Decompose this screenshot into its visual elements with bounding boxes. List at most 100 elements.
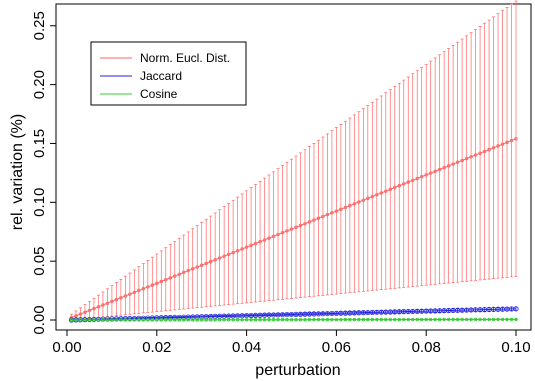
data-point: [168, 318, 172, 322]
data-point: [464, 317, 469, 322]
data-point: [420, 175, 424, 179]
data-point: [411, 317, 415, 322]
data-point: [397, 317, 401, 322]
series-2: [69, 317, 518, 322]
data-point: [442, 317, 446, 322]
data-point: [325, 317, 330, 322]
data-point: [478, 317, 482, 322]
data-point: [262, 238, 267, 242]
data-point: [217, 318, 222, 322]
data-point: [240, 247, 244, 251]
data-point: [150, 283, 155, 287]
data-point: [513, 306, 519, 312]
data-point: [186, 318, 190, 322]
data-point: [379, 191, 383, 195]
data-point: [433, 169, 437, 173]
data-point: [262, 318, 267, 322]
data-point: [361, 198, 366, 202]
data-point: [173, 274, 177, 278]
data-point: [271, 318, 276, 322]
data-point: [146, 318, 150, 322]
x-tick-label: 0.06: [322, 339, 351, 356]
data-point: [294, 225, 298, 229]
data-point: [87, 318, 92, 322]
y-tick-label: 0.05: [31, 247, 48, 276]
data-point: [204, 261, 208, 266]
data-point: [280, 231, 285, 235]
data-point: [321, 214, 325, 219]
data-point: [186, 268, 190, 273]
series-0: [69, 0, 518, 321]
data-point: [132, 290, 137, 295]
data-point: [446, 164, 451, 168]
data-point: [267, 318, 271, 322]
data-point: [464, 156, 469, 161]
data-point: [487, 317, 491, 322]
data-point: [101, 318, 105, 322]
data-point: [110, 299, 114, 304]
data-point: [159, 279, 163, 284]
data-point: [114, 297, 119, 302]
data-point: [397, 184, 401, 188]
data-point: [298, 223, 303, 228]
data-point: [137, 288, 141, 293]
data-point: [505, 317, 509, 322]
data-point: [428, 317, 433, 322]
data-point: [393, 185, 397, 190]
data-point: [285, 229, 289, 233]
data-point: [428, 171, 433, 175]
data-point: [411, 178, 415, 183]
data-point: [482, 149, 487, 154]
data-point: [213, 318, 217, 322]
data-point: [312, 317, 316, 322]
data-point: [500, 317, 505, 322]
data-point: [276, 232, 280, 237]
data-point: [253, 318, 258, 322]
series-line: [71, 318, 517, 321]
data-point: [74, 318, 78, 322]
legend: Norm. Eucl. Dist. Jaccard Cosine: [90, 41, 247, 106]
data-point: [182, 270, 186, 275]
data-point: [155, 318, 159, 322]
data-point: [473, 153, 478, 157]
data-point: [388, 317, 392, 322]
data-point: [316, 216, 321, 220]
data-point: [343, 205, 348, 210]
data-point: [325, 212, 330, 217]
data-point: [208, 318, 213, 322]
legend-label: Jaccard: [140, 69, 182, 83]
data-point: [509, 317, 514, 322]
data-point: [482, 317, 487, 322]
data-point: [199, 318, 204, 322]
data-point: [455, 160, 460, 164]
data-point: [105, 301, 110, 305]
data-point: [110, 318, 114, 322]
x-tick-label: 0.04: [232, 339, 261, 356]
data-point: [96, 318, 101, 322]
data-point: [415, 176, 419, 181]
data-point: [361, 317, 366, 322]
data-point: [469, 155, 473, 159]
data-point: [334, 317, 339, 322]
data-point: [164, 277, 168, 282]
data-point: [514, 317, 518, 322]
data-point: [78, 318, 83, 322]
data-point: [191, 267, 195, 271]
data-point: [137, 318, 141, 322]
data-point: [352, 202, 357, 206]
data-point: [235, 249, 240, 253]
data-point: [285, 318, 289, 322]
data-point: [276, 318, 280, 322]
data-point: [123, 294, 128, 298]
data-point: [330, 211, 334, 215]
data-point: [442, 165, 446, 170]
data-point: [433, 317, 437, 322]
data-point: [509, 138, 514, 143]
y-axis: 0.00 0.05 0.10 0.15 0.20 0.25: [31, 11, 57, 335]
data-point: [244, 318, 249, 322]
data-point: [307, 317, 312, 322]
data-point: [455, 317, 460, 322]
data-point: [424, 173, 428, 177]
